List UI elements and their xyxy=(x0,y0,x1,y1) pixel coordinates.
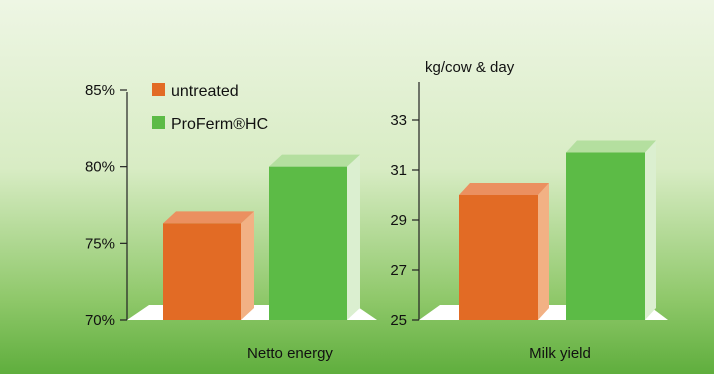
netto-energy-bar-untreated-top xyxy=(163,211,254,224)
netto-energy-bar-untreated-side xyxy=(241,211,254,320)
netto-energy-bar-proferm xyxy=(269,166,347,320)
left-bars xyxy=(163,154,360,320)
legend-swatch-proferm xyxy=(152,116,165,129)
milk-yield-panel: kg/cow & day 25 27 29 31 33 Milk yield xyxy=(390,59,668,362)
milk-yield-tick-label: 29 xyxy=(390,212,407,229)
right-bars xyxy=(459,140,656,320)
right-y-ticks: 25 27 29 31 33 xyxy=(390,112,419,329)
netto-energy-tick-label: 75% xyxy=(85,235,115,252)
category-label-milk-yield: Milk yield xyxy=(529,345,591,362)
milk-yield-bar-untreated-side xyxy=(538,183,549,320)
netto-energy-tick-label: 85% xyxy=(85,82,115,99)
netto-energy-bar-proferm-side xyxy=(347,154,360,320)
milk-yield-tick-label: 25 xyxy=(390,312,407,329)
milk-yield-tick-label: 33 xyxy=(390,112,407,129)
milk-yield-tick-label: 31 xyxy=(390,162,407,179)
category-label-netto-energy: Netto energy xyxy=(247,345,333,362)
netto-energy-bar-untreated xyxy=(163,223,241,320)
netto-energy-bar-proferm-top xyxy=(269,154,360,167)
left-y-ticks: 70% 75% 80% 85% xyxy=(85,82,127,329)
netto-energy-panel: 70% 75% 80% 85% Netto energy untreated ProF… xyxy=(85,82,377,362)
milk-yield-bar-proferm-top xyxy=(566,140,656,153)
legend-label-untreated: untreated xyxy=(171,83,239,100)
milk-yield-bar-untreated-top xyxy=(459,183,549,195)
legend-label-proferm: ProFerm®HC xyxy=(171,116,268,133)
unit-label: kg/cow & day xyxy=(425,59,515,76)
netto-energy-tick-label: 70% xyxy=(85,312,115,329)
milk-yield-tick-label: 27 xyxy=(390,262,407,279)
legend-swatch-untreated xyxy=(152,83,165,96)
milk-yield-bar-proferm xyxy=(566,152,645,320)
milk-yield-bar-proferm-side xyxy=(645,140,656,320)
milk-yield-bar-untreated xyxy=(459,195,538,320)
netto-energy-tick-label: 80% xyxy=(85,159,115,176)
legend: untreated ProFerm®HC xyxy=(152,83,268,133)
